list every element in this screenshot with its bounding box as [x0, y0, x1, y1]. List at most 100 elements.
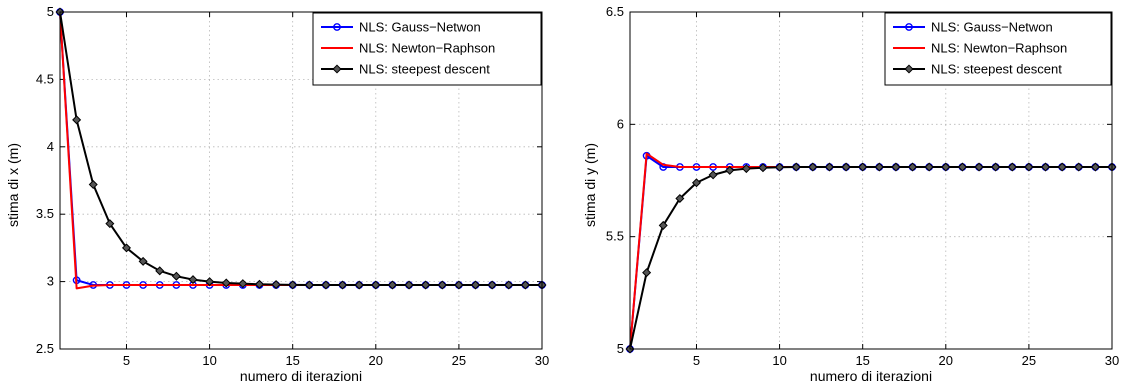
data-point: [691, 178, 701, 188]
x-tick-label: 15: [855, 353, 869, 368]
data-point: [808, 162, 818, 172]
x-tick-label: 30: [535, 353, 549, 368]
y-tick-label: 3: [47, 274, 54, 289]
data-point: [908, 162, 918, 172]
data-point: [221, 278, 231, 288]
x-tick-label: 30: [1105, 353, 1119, 368]
data-point: [658, 220, 668, 230]
data-point: [404, 280, 414, 290]
y-tick-label: 4.5: [36, 71, 54, 86]
data-point: [188, 275, 198, 285]
data-point: [288, 280, 298, 290]
data-point: [387, 280, 397, 290]
legend: NLS: Gauss−Netwon NLS: Newton−Raphson NLS:…: [884, 12, 1112, 86]
x-tick-label: 5: [123, 353, 130, 368]
x-tick-label: 25: [452, 353, 466, 368]
y-axis-label: stima di y (m): [582, 143, 598, 227]
data-point: [974, 162, 984, 172]
x-tick-label: 15: [285, 353, 299, 368]
data-point: [725, 165, 735, 175]
data-point: [371, 280, 381, 290]
data-point: [454, 280, 464, 290]
data-point: [138, 256, 148, 266]
data-point: [824, 162, 834, 172]
x-tick-label: 10: [202, 353, 216, 368]
axes-frame: [629, 11, 1113, 350]
data-point: [155, 266, 165, 276]
data-point: [304, 280, 314, 290]
data-point: [487, 280, 497, 290]
data-point: [957, 162, 967, 172]
x-tick-label: 25: [1022, 353, 1036, 368]
data-point: [471, 280, 481, 290]
data-point: [321, 280, 331, 290]
x-axis-label: numero di iterazioni: [810, 368, 932, 384]
legend-marker: [332, 64, 342, 74]
data-point: [675, 193, 685, 203]
x-tick-label: 20: [369, 353, 383, 368]
data-point: [775, 162, 785, 172]
legend-label: NLS: steepest descent: [931, 62, 1062, 77]
data-point: [858, 162, 868, 172]
y-tick-label: 5.5: [606, 229, 624, 244]
y-tick-label: 4: [47, 139, 54, 154]
data-point: [238, 279, 248, 289]
legend-marker: [905, 23, 913, 31]
data-point: [891, 162, 901, 172]
data-point: [841, 162, 851, 172]
data-point: [437, 280, 447, 290]
data-point: [421, 280, 431, 290]
plot-stima-x: 5 10 15 20 25 30 2.5 3 3.5 4 4.5 5 numero di iterazi…: [5, 4, 549, 384]
data-point: [1041, 162, 1051, 172]
x-axis-label: numero di iterazioni: [240, 368, 362, 384]
y-tick-label: 6: [617, 116, 624, 131]
x-tick-label: 20: [939, 353, 953, 368]
data-point: [941, 162, 951, 172]
data-point: [1024, 162, 1034, 172]
data-point: [758, 163, 768, 173]
y-tick-label: 5: [47, 4, 54, 19]
legend-label: NLS: Gauss−Netwon: [359, 20, 481, 35]
data-point: [171, 271, 181, 281]
data-point: [354, 280, 364, 290]
legend-marker: [333, 23, 341, 31]
legend-box: [884, 12, 1112, 86]
legend-label: NLS: Newton−Raphson: [931, 41, 1067, 56]
y-tick-label: 5: [617, 341, 624, 356]
data-point: [874, 162, 884, 172]
y-tick-label: 6.5: [606, 4, 624, 19]
data-point: [1057, 162, 1067, 172]
data-point: [72, 115, 82, 125]
legend: NLS: Gauss−Netwon NLS: Newton−Raphson NLS:…: [312, 12, 542, 86]
data-point: [254, 279, 264, 289]
data-point: [1007, 162, 1017, 172]
data-point: [991, 162, 1001, 172]
y-tick-label: 2.5: [36, 341, 54, 356]
data-point: [642, 268, 652, 278]
legend-label: NLS: Newton−Raphson: [359, 41, 495, 56]
x-tick-label: 5: [693, 353, 700, 368]
legend-marker: [904, 64, 914, 74]
data-point: [504, 280, 514, 290]
data-point: [924, 162, 934, 172]
data-point: [121, 243, 131, 253]
data-point: [338, 280, 348, 290]
legend-label: NLS: steepest descent: [359, 62, 490, 77]
data-point: [791, 162, 801, 172]
x-tick-label: 10: [772, 353, 786, 368]
y-tick-label: 3.5: [36, 206, 54, 221]
axes-frame: [59, 11, 543, 350]
data-point: [105, 219, 115, 229]
data-point: [1074, 162, 1084, 172]
legend-label: NLS: Gauss−Netwon: [931, 20, 1053, 35]
data-point: [520, 280, 530, 290]
data-point: [741, 164, 751, 174]
plot-stima-y: 5 10 15 20 25 30 5 5.5 6 6.5 numero di iterazioni s…: [582, 4, 1119, 384]
data-point: [1090, 162, 1100, 172]
data-point: [205, 277, 215, 287]
data-point: [271, 280, 281, 290]
y-axis-label: stima di x (m): [5, 143, 21, 227]
data-point: [708, 170, 718, 180]
data-point: [88, 180, 98, 190]
